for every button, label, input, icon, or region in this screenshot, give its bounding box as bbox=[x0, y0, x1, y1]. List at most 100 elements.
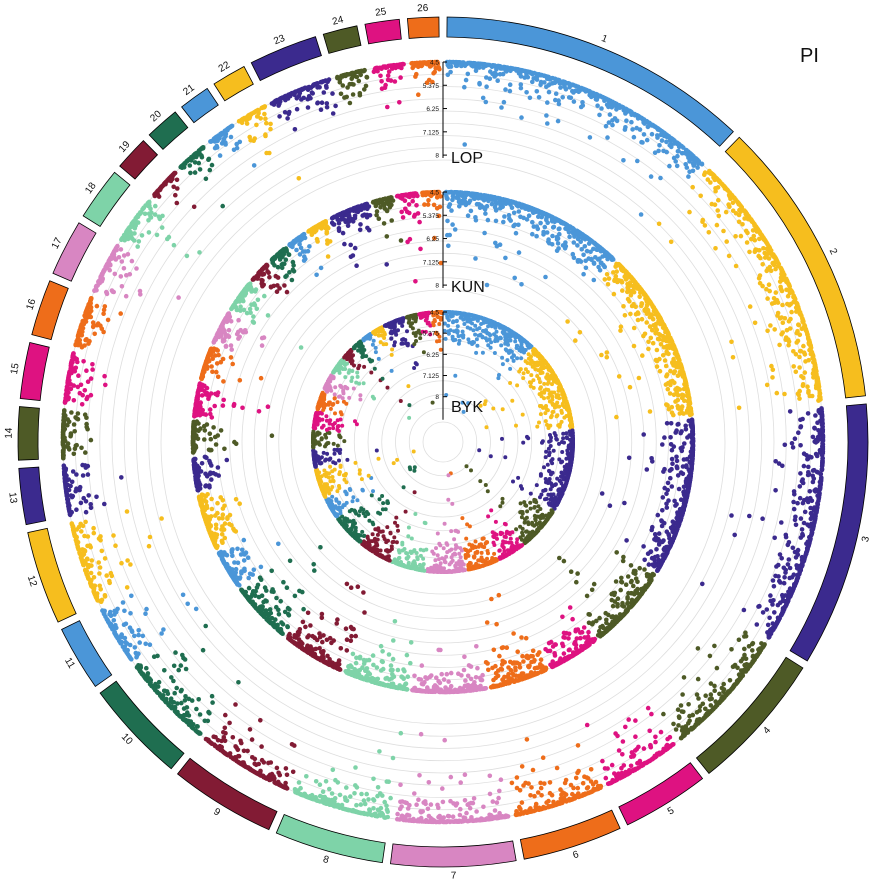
data-point bbox=[696, 161, 701, 167]
data-point bbox=[484, 282, 490, 288]
data-point bbox=[247, 727, 253, 732]
data-point bbox=[305, 105, 311, 110]
data-point bbox=[797, 365, 802, 370]
data-point bbox=[614, 118, 620, 124]
data-point bbox=[810, 468, 816, 473]
data-point bbox=[751, 233, 757, 239]
data-point bbox=[703, 693, 708, 698]
data-point bbox=[78, 382, 84, 388]
data-point bbox=[501, 99, 507, 105]
data-point bbox=[416, 797, 421, 802]
data-point bbox=[542, 224, 548, 230]
data-point bbox=[192, 170, 198, 175]
data-point bbox=[183, 694, 188, 699]
data-point bbox=[668, 435, 673, 440]
data-point bbox=[108, 570, 114, 576]
data-point bbox=[792, 517, 798, 523]
chromosome-label-16: 16 bbox=[25, 297, 39, 311]
data-point bbox=[222, 725, 228, 731]
data-point bbox=[550, 233, 555, 239]
data-point bbox=[641, 746, 647, 751]
data-point bbox=[254, 122, 259, 128]
data-point bbox=[807, 489, 813, 494]
data-point bbox=[206, 156, 212, 162]
data-point bbox=[800, 500, 806, 506]
data-point bbox=[146, 543, 152, 549]
data-point bbox=[168, 696, 174, 701]
data-point bbox=[654, 347, 660, 353]
data-point bbox=[657, 368, 663, 374]
chromosome-band-18 bbox=[82, 171, 131, 228]
data-point bbox=[183, 666, 189, 672]
data-point bbox=[530, 767, 536, 773]
data-point bbox=[635, 317, 641, 323]
data-point bbox=[497, 788, 502, 794]
data-point bbox=[603, 775, 609, 781]
data-point bbox=[159, 516, 164, 521]
data-point bbox=[527, 95, 533, 101]
data-point bbox=[401, 62, 406, 67]
data-point bbox=[323, 83, 329, 89]
data-point bbox=[775, 602, 781, 608]
data-point bbox=[591, 261, 597, 266]
data-point bbox=[159, 225, 165, 230]
data-point bbox=[690, 168, 696, 174]
data-point bbox=[631, 343, 637, 349]
data-point bbox=[136, 628, 141, 633]
data-point bbox=[780, 595, 786, 600]
data-point bbox=[146, 230, 152, 235]
data-point bbox=[481, 804, 486, 810]
data-point bbox=[465, 802, 471, 807]
data-point bbox=[756, 276, 762, 281]
data-point bbox=[620, 739, 626, 744]
data-point bbox=[178, 663, 184, 668]
data-point bbox=[581, 271, 586, 277]
chromosome-label-15: 15 bbox=[9, 362, 22, 375]
data-point bbox=[109, 288, 115, 293]
data-point bbox=[793, 522, 799, 528]
data-point bbox=[229, 123, 235, 129]
data-point bbox=[618, 328, 623, 333]
data-point bbox=[644, 467, 650, 472]
data-point bbox=[791, 506, 797, 512]
data-point bbox=[207, 167, 213, 173]
chromosome-band-21 bbox=[181, 87, 219, 124]
data-point bbox=[798, 443, 803, 448]
data-point bbox=[82, 412, 88, 418]
data-point bbox=[568, 95, 574, 101]
data-point bbox=[171, 663, 177, 669]
chromosome-band-1 bbox=[446, 16, 734, 147]
data-point bbox=[118, 247, 124, 252]
data-point bbox=[646, 339, 651, 345]
data-point bbox=[535, 790, 541, 795]
data-point bbox=[79, 445, 84, 451]
data-point bbox=[196, 697, 201, 702]
data-point bbox=[783, 534, 789, 540]
data-point bbox=[801, 520, 807, 526]
data-point bbox=[675, 392, 681, 398]
data-point bbox=[99, 548, 105, 554]
data-point bbox=[317, 85, 322, 90]
data-point bbox=[493, 218, 499, 224]
data-point bbox=[685, 435, 690, 440]
data-point bbox=[671, 392, 677, 398]
data-point bbox=[673, 430, 678, 435]
data-point bbox=[534, 77, 540, 82]
data-point bbox=[498, 777, 504, 782]
data-point bbox=[542, 80, 547, 85]
data-point bbox=[662, 435, 667, 440]
data-point bbox=[285, 116, 290, 121]
data-point bbox=[294, 106, 300, 112]
data-point bbox=[681, 411, 686, 416]
data-point bbox=[196, 160, 202, 166]
data-point bbox=[545, 121, 550, 126]
data-point bbox=[471, 796, 477, 801]
data-point bbox=[654, 547, 659, 552]
data-point bbox=[631, 325, 637, 331]
data-point bbox=[448, 64, 454, 69]
chromosome-band-12 bbox=[27, 527, 77, 623]
data-point bbox=[744, 240, 750, 245]
data-point bbox=[172, 170, 178, 176]
data-point bbox=[75, 411, 81, 416]
data-point bbox=[772, 327, 777, 332]
